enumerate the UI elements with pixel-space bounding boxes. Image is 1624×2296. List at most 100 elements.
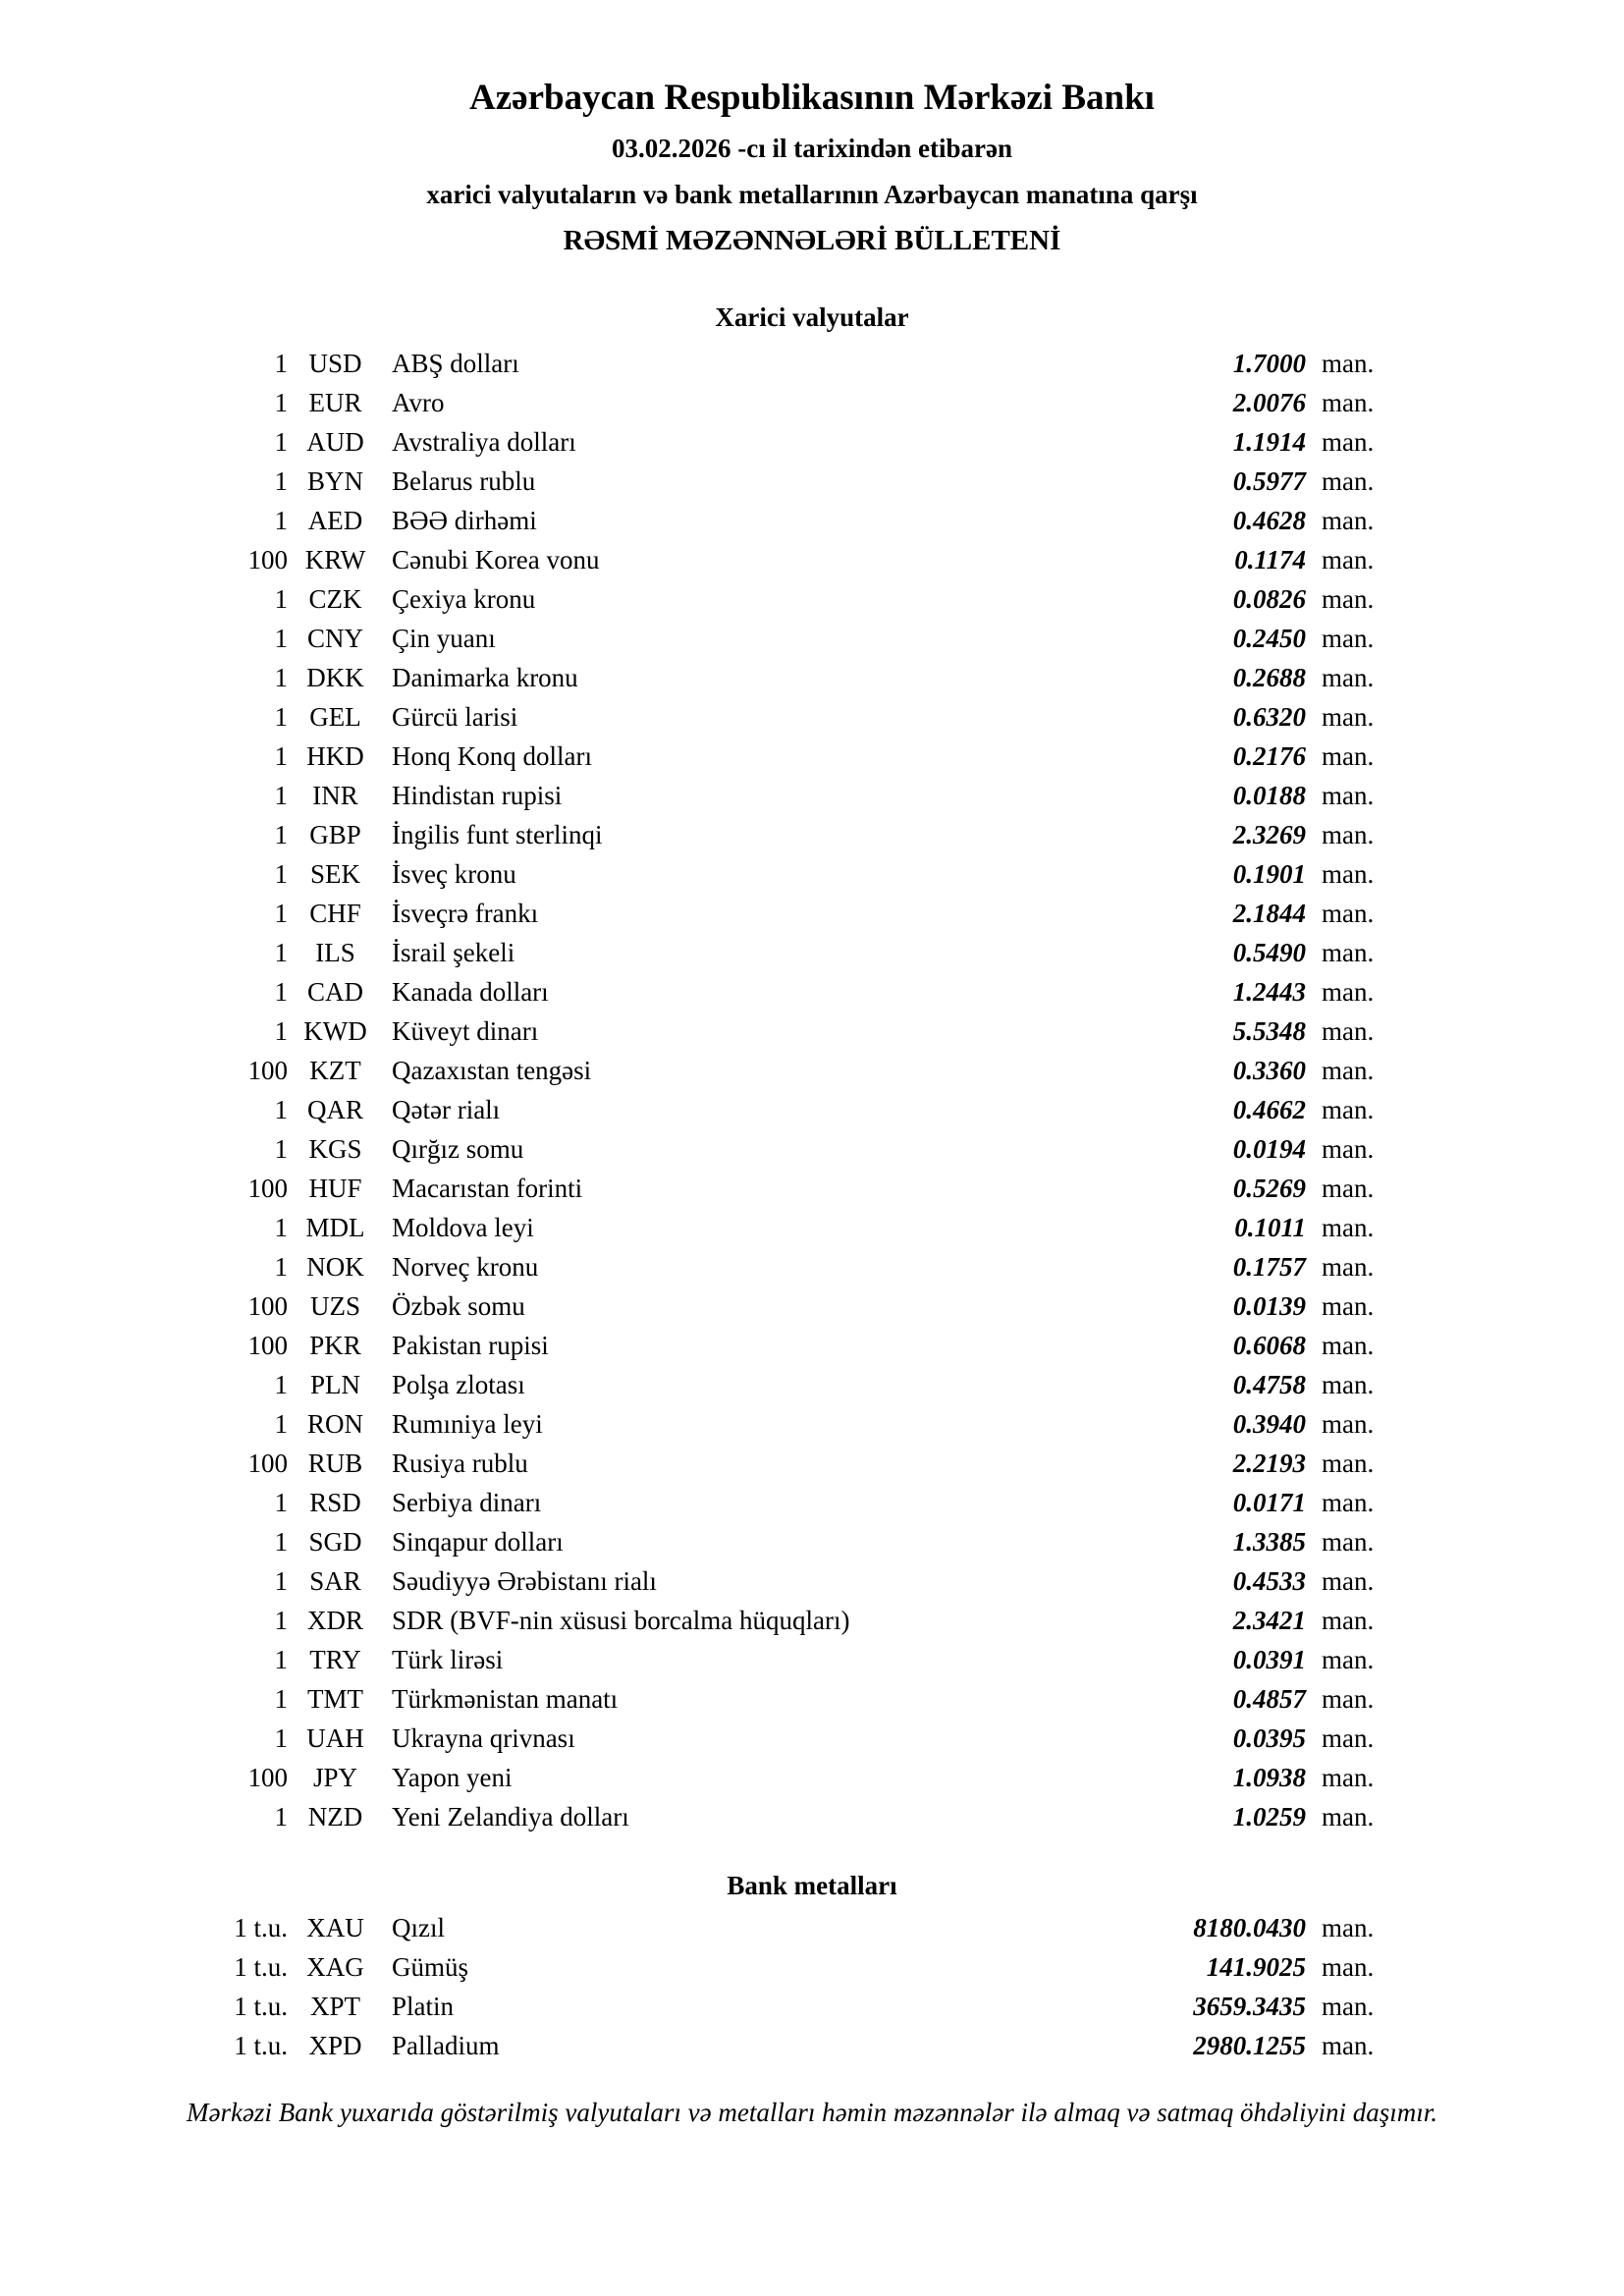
unit-label: man. bbox=[1322, 1449, 1375, 1478]
quantity: 1 bbox=[274, 1566, 289, 1596]
rate-value: 0.5269 bbox=[1232, 1174, 1306, 1203]
currency-code: XDR bbox=[306, 1606, 363, 1635]
quantity: 1 bbox=[274, 938, 289, 967]
currency-name: Küveyt dinarı bbox=[392, 1016, 539, 1046]
unit-label: man. bbox=[1322, 1488, 1375, 1517]
quantity: 1 t.u. bbox=[234, 1992, 288, 2021]
currency-code: XPD bbox=[308, 2031, 362, 2060]
currency-name: Qətər rialı bbox=[392, 1095, 501, 1124]
rate-value: 0.0194 bbox=[1232, 1134, 1306, 1164]
currency-code: GEL bbox=[309, 702, 361, 732]
unit-label: man. bbox=[1322, 1992, 1375, 2021]
currency-row: 100 HUF Macarıstan forinti 0.5269 man. bbox=[0, 1169, 1624, 1208]
currency-name: Hindistan rupisi bbox=[392, 781, 563, 810]
currency-code: UZS bbox=[309, 1291, 360, 1321]
unit-label: man. bbox=[1322, 977, 1375, 1007]
currency-name: Moldova leyi bbox=[392, 1213, 534, 1242]
quantity: 100 bbox=[247, 1174, 289, 1203]
currency-code: CAD bbox=[306, 977, 363, 1007]
section-title-currencies: Xarici valyutalar bbox=[715, 302, 909, 332]
currency-name: SDR (BVF-nin xüsusi borcalma hüquqları) bbox=[392, 1606, 850, 1635]
rate-value: 5.5348 bbox=[1232, 1016, 1306, 1046]
quantity: 100 bbox=[247, 1331, 289, 1360]
rate-value: 0.4758 bbox=[1232, 1370, 1306, 1399]
rate-value: 0.0391 bbox=[1232, 1645, 1306, 1674]
quantity: 1 bbox=[274, 1723, 289, 1753]
rate-value: 0.5977 bbox=[1232, 466, 1306, 496]
quantity: 100 bbox=[247, 1056, 289, 1085]
currency-row: 1 KGS Qırğız somu 0.0194 man. bbox=[0, 1129, 1624, 1169]
unit-label: man. bbox=[1322, 1645, 1375, 1674]
currency-row: 1 SEK İsveç kronu 0.1901 man. bbox=[0, 854, 1624, 894]
currency-name: Danimarka kronu bbox=[392, 663, 578, 692]
currency-row: 1 AED BƏƏ dirhəmi 0.4628 man. bbox=[0, 501, 1624, 540]
currency-name: Sinqapur dolları bbox=[392, 1527, 564, 1557]
currency-code: AED bbox=[307, 506, 363, 535]
currency-row: 1 NOK Norveç kronu 0.1757 man. bbox=[0, 1247, 1624, 1286]
currency-row: 1 BYN Belarus rublu 0.5977 man. bbox=[0, 462, 1624, 501]
unit-label: man. bbox=[1322, 1802, 1375, 1831]
rate-value: 0.0826 bbox=[1232, 584, 1306, 614]
quantity: 1 bbox=[274, 466, 289, 496]
currency-code: SAR bbox=[309, 1566, 361, 1596]
unit-label: man. bbox=[1322, 624, 1375, 653]
rate-value: 0.1174 bbox=[1234, 545, 1306, 574]
currency-name: Yapon yeni bbox=[392, 1763, 513, 1792]
currency-row: 1 UAH Ukrayna qrivnası 0.0395 man. bbox=[0, 1719, 1624, 1758]
currency-name: Özbək somu bbox=[392, 1291, 525, 1321]
unit-label: man. bbox=[1322, 1016, 1375, 1046]
unit-label: man. bbox=[1322, 781, 1375, 810]
currency-name: İngilis funt sterlinqi bbox=[392, 820, 603, 849]
unit-label: man. bbox=[1322, 584, 1375, 614]
unit-label: man. bbox=[1322, 1134, 1375, 1164]
rate-value: 2.1844 bbox=[1232, 899, 1306, 928]
unit-label: man. bbox=[1322, 466, 1375, 496]
currency-code: RUB bbox=[307, 1449, 363, 1478]
rate-value: 0.5490 bbox=[1232, 938, 1306, 967]
currency-name: İsveçrə frankı bbox=[392, 899, 539, 928]
currency-code: INR bbox=[312, 781, 358, 810]
quantity: 1 bbox=[274, 1606, 289, 1635]
currency-name: Belarus rublu bbox=[392, 466, 536, 496]
currency-name: Qızıl bbox=[392, 1913, 445, 1942]
currency-row: 1 RSD Serbiya dinarı 0.0171 man. bbox=[0, 1483, 1624, 1522]
currency-name: Çexiya kronu bbox=[392, 584, 536, 614]
currency-code: UAH bbox=[306, 1723, 364, 1753]
currency-name: Səudiyyə Ərəbistanı rialı bbox=[392, 1566, 657, 1596]
metal-row: 1 t.u. XPD Palladium 2980.1255 man. bbox=[0, 2026, 1624, 2065]
unit-label: man. bbox=[1322, 349, 1375, 378]
unit-label: man. bbox=[1322, 1056, 1375, 1085]
unit-label: man. bbox=[1322, 506, 1375, 535]
currency-name: Ukrayna qrivnası bbox=[392, 1723, 575, 1753]
rate-value: 1.1914 bbox=[1232, 427, 1306, 457]
bulletin-title: RƏSMİ MƏZƏNNƏLƏRİ BÜLLETENİ bbox=[563, 225, 1061, 256]
currency-name: Pakistan rupisi bbox=[392, 1331, 549, 1360]
rate-value: 0.3360 bbox=[1232, 1056, 1306, 1085]
currency-code: PLN bbox=[309, 1370, 360, 1399]
currency-code: EUR bbox=[308, 388, 362, 417]
currency-code: DKK bbox=[306, 663, 364, 692]
unit-label: man. bbox=[1322, 859, 1375, 889]
rate-value: 2.2193 bbox=[1232, 1449, 1306, 1478]
rate-value: 1.2443 bbox=[1232, 977, 1306, 1007]
rate-value: 0.0188 bbox=[1232, 781, 1306, 810]
currency-table: 1 USD ABŞ dolları 1.7000 man. 1 EUR Avro 2.0076 m… bbox=[0, 344, 1624, 1836]
currency-row: 100 KRW Cənubi Korea vonu 0.1174 man. bbox=[0, 540, 1624, 579]
currency-name: Gümüş bbox=[392, 1952, 469, 1982]
currency-name: Gürcü larisi bbox=[392, 702, 518, 732]
unit-label: man. bbox=[1322, 1370, 1375, 1399]
unit-label: man. bbox=[1322, 1952, 1375, 1982]
currency-code: ILS bbox=[315, 938, 355, 967]
unit-label: man. bbox=[1322, 899, 1375, 928]
page-title: Azərbaycan Respublikasının Mərkəzi Bankı bbox=[469, 78, 1155, 118]
currency-code: USD bbox=[308, 349, 362, 378]
rate-value: 3659.3435 bbox=[1193, 1992, 1306, 2021]
subtitle: xarici valyutaların və bank metallarının… bbox=[426, 180, 1198, 209]
quantity: 1 bbox=[274, 349, 289, 378]
currency-code: SEK bbox=[309, 859, 360, 889]
quantity: 1 bbox=[274, 1213, 289, 1242]
unit-label: man. bbox=[1322, 388, 1375, 417]
rate-value: 0.0139 bbox=[1232, 1291, 1306, 1321]
currency-name: Çin yuanı bbox=[392, 624, 496, 653]
